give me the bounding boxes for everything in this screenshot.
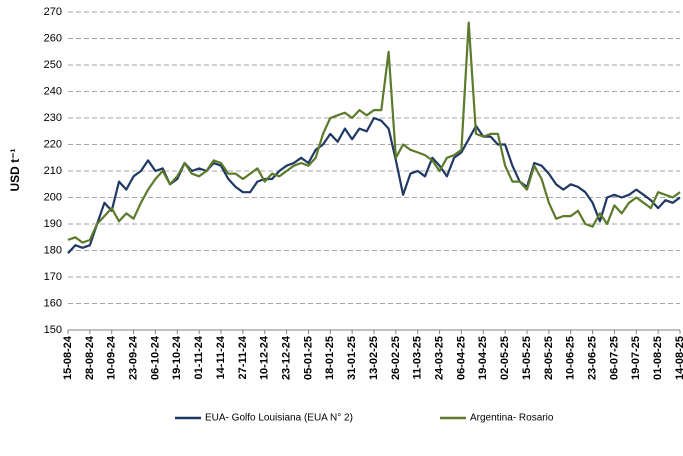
y-tick-label: 200 bbox=[44, 191, 62, 203]
y-tick-label: 150 bbox=[44, 324, 62, 336]
legend-label: Argentina- Rosario bbox=[470, 413, 554, 424]
y-tick-label: 170 bbox=[44, 271, 62, 283]
x-tick-label: 23-06-25 bbox=[586, 336, 598, 380]
y-tick-label: 190 bbox=[44, 218, 62, 230]
y-tick-label: 210 bbox=[44, 165, 62, 177]
y-tick-label: 180 bbox=[44, 244, 62, 256]
x-tick-label: 01-08-25 bbox=[652, 336, 664, 380]
x-tick-label: 28-08-24 bbox=[84, 335, 96, 380]
x-tick-label: 02-05-25 bbox=[499, 336, 511, 380]
y-tick-label: 230 bbox=[44, 112, 62, 124]
x-tick-label: 10-09-24 bbox=[106, 335, 118, 380]
legend-label: EUA- Golfo Louisiana (EUA N° 2) bbox=[205, 413, 353, 424]
x-tick-label: 14-08-25 bbox=[674, 336, 683, 380]
x-tick-label: 24-03-25 bbox=[433, 336, 445, 380]
x-tick-label: 15-05-25 bbox=[521, 336, 533, 380]
y-tick-label: 220 bbox=[44, 138, 62, 150]
x-tick-label: 01-11-24 bbox=[193, 335, 205, 379]
x-tick-label: 10-06-25 bbox=[565, 336, 577, 380]
series-line bbox=[67, 116, 681, 254]
x-tick-label: 15-08-24 bbox=[62, 335, 74, 380]
x-tick-label: 06-10-24 bbox=[149, 335, 161, 380]
x-tick-label: 19-10-24 bbox=[171, 335, 183, 380]
x-tick-label: 19-04-25 bbox=[477, 336, 489, 380]
y-tick-label: 270 bbox=[44, 6, 62, 18]
x-tick-label: 27-11-24 bbox=[237, 335, 249, 379]
x-tick-label: 23-12-24 bbox=[280, 335, 292, 380]
x-tick-label: 06-04-25 bbox=[455, 336, 467, 380]
y-axis-label: USD t⁻¹ bbox=[8, 149, 22, 192]
x-tick-label: 13-02-25 bbox=[368, 336, 380, 380]
x-tick-label: 23-09-24 bbox=[127, 335, 139, 380]
series-line bbox=[67, 21, 681, 244]
y-tick-label: 160 bbox=[44, 297, 62, 309]
x-tick-label: 05-01-25 bbox=[302, 336, 314, 380]
y-tick-label: 240 bbox=[44, 85, 62, 97]
x-tick-label: 31-01-25 bbox=[346, 336, 358, 380]
y-tick-label: 250 bbox=[44, 59, 62, 71]
x-tick-label: 14-11-24 bbox=[215, 335, 227, 379]
x-tick-label: 10-12-24 bbox=[259, 335, 271, 380]
y-tick-label: 260 bbox=[44, 32, 62, 44]
x-tick-label: 11-03-25 bbox=[412, 336, 424, 379]
x-tick-label: 19-07-25 bbox=[630, 336, 642, 380]
x-tick-label: 06-07-25 bbox=[608, 336, 620, 380]
x-tick-label: 26-02-25 bbox=[390, 336, 402, 380]
x-tick-label: 28-05-25 bbox=[543, 336, 555, 380]
x-tick-label: 18-01-25 bbox=[324, 336, 336, 380]
